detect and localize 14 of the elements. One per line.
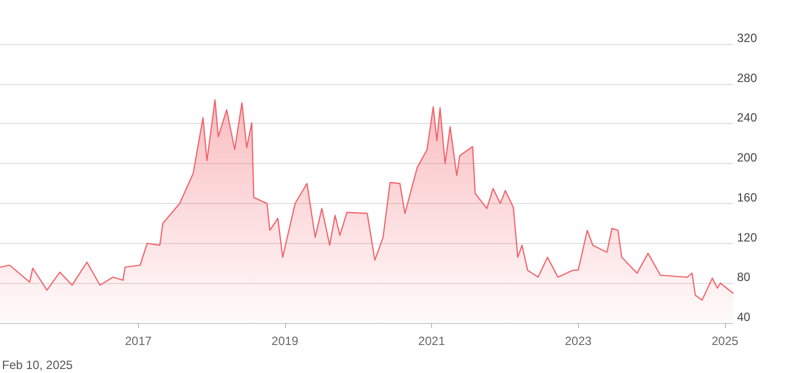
text: Feb 10, 2025	[2, 358, 74, 372]
x-tick-label: 2025	[712, 334, 739, 348]
y-tick-label: 240	[737, 110, 758, 125]
x-tick-label: 2021	[418, 334, 446, 348]
y-tick-label: 80	[737, 270, 751, 284]
x-tick-label: 2019	[272, 334, 299, 348]
y-tick-label: 200	[737, 150, 758, 165]
y-tick-label: 320	[737, 31, 758, 45]
y-tick-label: 120	[737, 230, 758, 244]
y-tick-label: 280	[737, 70, 758, 85]
x-tick-label: 2023	[564, 334, 592, 348]
x-tick-label: 2017	[124, 334, 152, 348]
y-tick-label: 160	[737, 190, 758, 204]
y-tick-label: 40	[737, 310, 751, 324]
